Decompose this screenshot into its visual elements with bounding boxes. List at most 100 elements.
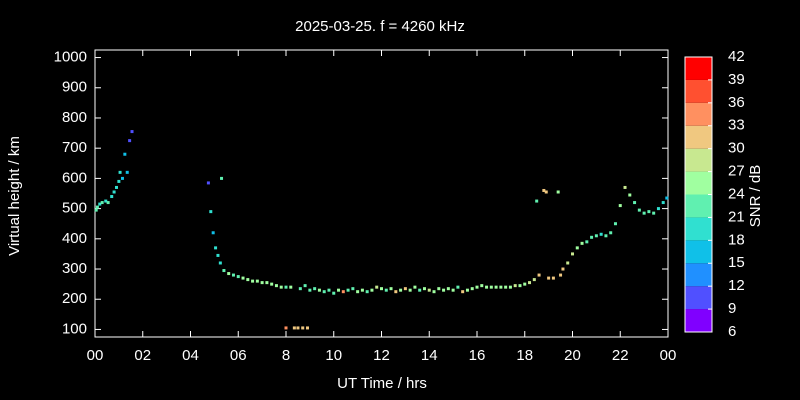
data-point <box>236 275 240 279</box>
data-point <box>628 193 632 197</box>
data-point <box>599 232 603 236</box>
x-tick-label: 00 <box>87 347 104 364</box>
x-tick-label: 22 <box>612 347 629 364</box>
y-tick-label: 600 <box>62 169 87 186</box>
colorbar-tick-label: 30 <box>728 140 745 157</box>
data-point <box>332 291 336 295</box>
y-tick-label: 700 <box>62 139 87 156</box>
data-point <box>104 199 108 203</box>
data-point <box>322 290 326 294</box>
data-point <box>251 279 255 283</box>
x-tick-label: 04 <box>182 347 199 364</box>
data-point <box>216 253 220 257</box>
data-point <box>255 279 259 283</box>
data-point <box>246 278 250 282</box>
data-point <box>418 288 422 292</box>
colorbar-tick-label: 36 <box>728 94 745 111</box>
data-point <box>313 287 317 291</box>
colorbar-band <box>685 125 712 149</box>
data-point <box>114 185 118 189</box>
data-point <box>298 287 302 291</box>
data-point <box>279 285 283 289</box>
data-point <box>590 235 594 239</box>
data-point <box>100 201 104 205</box>
colorbar-band <box>685 148 712 172</box>
data-point <box>499 285 503 289</box>
x-tick-label: 00 <box>660 347 677 364</box>
data-point <box>125 170 129 174</box>
data-point <box>394 290 398 294</box>
x-axis-label: UT Time / hrs <box>337 375 427 392</box>
colorbar-band <box>685 57 712 80</box>
data-point <box>95 205 99 209</box>
data-point <box>110 195 114 199</box>
data-point <box>292 326 296 330</box>
x-tick-label: 12 <box>373 347 390 364</box>
data-point <box>465 288 469 292</box>
data-point <box>427 288 431 292</box>
data-point <box>370 288 374 292</box>
data-point <box>642 211 646 215</box>
data-point <box>231 273 235 277</box>
data-point <box>609 231 613 235</box>
data-point <box>375 285 379 289</box>
data-point <box>303 284 307 288</box>
data-point <box>118 170 122 174</box>
data-point <box>566 261 570 265</box>
y-tick-label: 400 <box>62 230 87 247</box>
colorbar-band <box>685 240 712 264</box>
data-point <box>661 201 665 205</box>
x-tick-label: 10 <box>325 347 342 364</box>
data-point <box>604 234 608 238</box>
data-point <box>389 287 393 291</box>
x-tick-label: 18 <box>516 347 533 364</box>
data-point <box>120 176 124 180</box>
y-tick-label: 200 <box>62 290 87 307</box>
data-point <box>211 231 215 235</box>
y-tick-label: 100 <box>62 320 87 337</box>
data-point <box>461 290 465 294</box>
data-point <box>542 188 546 192</box>
data-point <box>123 152 127 156</box>
y-tick-label: 800 <box>62 109 87 126</box>
data-point <box>613 222 617 226</box>
x-tick-label: 02 <box>134 347 151 364</box>
colorbar-band <box>685 263 712 287</box>
data-point <box>337 288 341 292</box>
data-point <box>504 285 508 289</box>
data-point <box>346 288 350 292</box>
data-point <box>585 240 589 244</box>
data-point <box>317 288 321 292</box>
data-point <box>365 290 369 294</box>
colorbar-tick-label: 27 <box>728 163 745 180</box>
data-point <box>106 201 110 205</box>
data-point <box>380 287 383 291</box>
data-point <box>618 204 622 208</box>
data-point <box>284 326 288 330</box>
data-point <box>537 273 541 277</box>
data-point <box>470 287 474 291</box>
y-tick-label: 300 <box>62 260 87 277</box>
data-point <box>422 287 426 291</box>
colorbar-label: SNR / dB <box>747 165 764 228</box>
data-point <box>218 261 222 265</box>
data-point <box>270 282 274 286</box>
data-point <box>532 278 536 282</box>
data-point <box>284 285 288 289</box>
data-point <box>518 284 522 288</box>
data-point <box>241 276 245 280</box>
data-point <box>665 196 669 200</box>
colorbar-tick-label: 21 <box>728 208 745 225</box>
x-tick-label: 8 <box>282 347 290 364</box>
data-point <box>399 288 403 292</box>
colorbar-band <box>685 79 712 103</box>
colorbar-tick-label: 9 <box>728 300 736 317</box>
data-point <box>274 284 278 288</box>
data-point <box>214 246 218 250</box>
colorbar-tick-label: 39 <box>728 71 745 88</box>
data-point <box>556 190 560 194</box>
data-point <box>456 285 460 289</box>
data-point <box>432 290 436 294</box>
data-point <box>571 252 574 256</box>
